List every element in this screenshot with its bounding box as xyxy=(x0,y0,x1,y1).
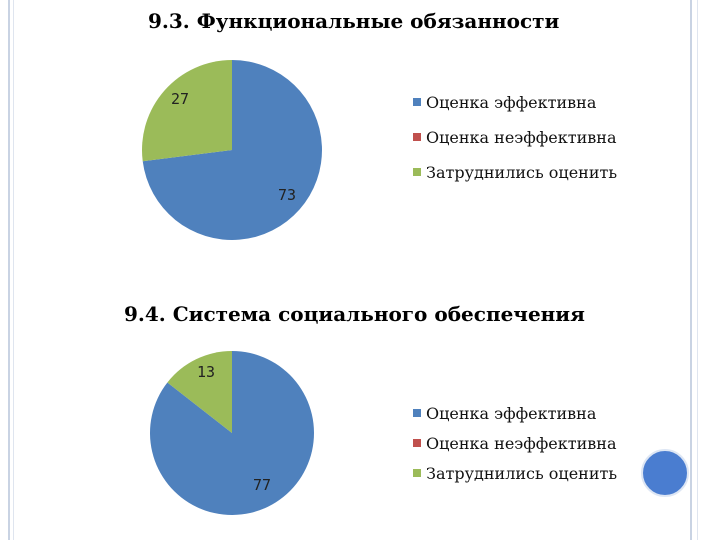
legend-label: Затруднились оценить xyxy=(426,162,618,182)
legend-swatch xyxy=(413,168,421,176)
chart-title-social-security: 9.4. Система социального обеспечения xyxy=(124,302,585,326)
pie-slice-functional-duties-0 xyxy=(142,60,322,241)
pie-slice-functional-duties-2 xyxy=(141,60,232,162)
legend-social-security: Оценка эффективна Оценка неэффективна Затр… xyxy=(413,402,617,492)
legend-item-social-security-0: Оценка эффективна xyxy=(413,402,617,424)
data-label-functional-duties-0: 73 xyxy=(278,186,296,204)
legend-swatch xyxy=(413,133,421,141)
frame-line-left-inner xyxy=(13,0,14,540)
legend-label: Оценка неэффективна xyxy=(426,433,617,453)
data-label-functional-duties-2: 27 xyxy=(171,90,189,108)
legend-functional-duties: Оценка эффективна Оценка неэффективна Затр… xyxy=(413,91,617,196)
pie-slice-social-security-2 xyxy=(167,351,232,433)
legend-label: Оценка эффективна xyxy=(426,403,597,423)
legend-item-social-security-2: Затруднились оценить xyxy=(413,462,617,484)
data-label-social-security-0: 77 xyxy=(253,476,271,494)
legend-item-functional-duties-0: Оценка эффективна xyxy=(413,91,617,113)
legend-swatch xyxy=(413,98,421,106)
legend-item-social-security-1: Оценка неэффективна xyxy=(413,432,617,454)
chart-title-functional-duties: 9.3. Функциональные обязанности xyxy=(148,9,560,33)
legend-item-functional-duties-2: Затруднились оценить xyxy=(413,161,617,183)
pie-slice-social-security-0 xyxy=(149,350,314,515)
decorative-circle xyxy=(641,449,689,497)
data-label-social-security-2: 13 xyxy=(197,363,215,381)
legend-label: Оценка эффективна xyxy=(426,92,597,112)
legend-swatch xyxy=(413,409,421,417)
frame-line-right xyxy=(690,0,692,540)
frame-line-left xyxy=(8,0,10,540)
legend-label: Затруднились оценить xyxy=(426,463,618,483)
legend-swatch xyxy=(413,439,421,447)
legend-label: Оценка неэффективна xyxy=(426,127,617,147)
frame-line-right-inner xyxy=(697,0,698,540)
legend-item-functional-duties-1: Оценка неэффективна xyxy=(413,126,617,148)
legend-swatch xyxy=(413,469,421,477)
